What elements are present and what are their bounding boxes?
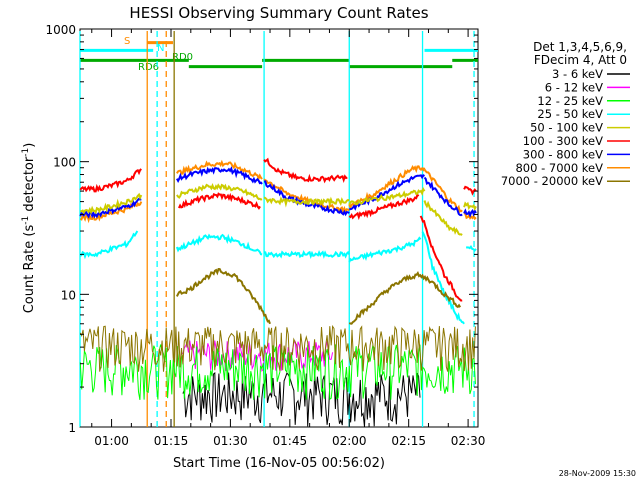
series-line-25-50keV — [348, 236, 422, 263]
legend-label: 25 - 50 keV — [537, 107, 603, 121]
series-line-100-300keV — [419, 215, 463, 302]
series-line-800-7000keV — [176, 159, 263, 182]
series-line-50-100keV — [423, 200, 463, 236]
x-tick-label: 01:30 — [213, 434, 248, 448]
series-line-7000-20000keV — [176, 267, 271, 325]
y-tick-label: 10 — [61, 288, 76, 302]
x-tick-label: 02:30 — [451, 434, 486, 448]
series-line-100-300keV — [79, 168, 142, 193]
series-line-25-50keV — [175, 233, 263, 256]
legend-label: 7000 - 20000 keV — [501, 174, 603, 188]
series-line-800-7000keV — [348, 164, 426, 210]
flag-label: N — [157, 43, 164, 54]
series-line-50-100keV — [348, 186, 426, 206]
series-line-50-100keV — [463, 201, 477, 211]
y-tick-label: 1000 — [45, 23, 76, 37]
series-line-100-300keV — [348, 193, 420, 221]
noise-layer — [79, 324, 476, 427]
y-axis-label-sup: -1 — [21, 148, 31, 157]
x-axis-label: Start Time (16-Nov-05 00:56:02) — [173, 456, 385, 471]
chart-title: HESSI Observing Summary Count Rates — [129, 4, 428, 22]
series-line-50-100keV — [80, 192, 143, 215]
series-line-300-800keV — [176, 166, 263, 185]
flag-label: RD6 — [138, 62, 159, 73]
series-line-25-50keV — [421, 231, 465, 325]
flag-layer: S N RD0 RD6 — [80, 36, 478, 73]
series-line-7000-20000keV — [348, 271, 462, 325]
series-line-50-100keV — [263, 196, 350, 208]
series-line-25-50keV — [466, 244, 477, 252]
y-tick-label: 1 — [68, 421, 76, 435]
legend-label: 3 - 6 keV — [552, 67, 603, 81]
tick-layer: 01:00 01:15 01:30 01:45 02:00 02:15 02:30 1 10 10… — [45, 23, 485, 448]
x-tick-label: 02:15 — [391, 434, 426, 448]
y-axis-label-sup: -1 — [21, 216, 31, 225]
y-axis-label-part: ) — [22, 143, 37, 148]
x-tick-label: 01:15 — [154, 434, 189, 448]
timestamp: 28-Nov-2009 15:30 — [559, 469, 636, 478]
flag-label: RD0 — [172, 52, 193, 63]
legend-label: 50 - 100 keV — [530, 121, 603, 135]
series-line-100-300keV — [177, 192, 261, 210]
y-tick-label: 100 — [53, 156, 76, 170]
series-line-800-7000keV — [263, 178, 350, 215]
y-axis-label-part: Count Rate (s — [22, 225, 37, 314]
noise-band-7000-20000keV — [79, 324, 476, 372]
legend-label: 6 - 12 keV — [545, 80, 603, 94]
noise-band-3-6keV — [182, 371, 421, 427]
y-axis-label-part: detector — [22, 156, 37, 216]
x-tick-label: 02:00 — [332, 434, 367, 448]
series-line-25-50keV — [264, 250, 351, 260]
x-tick-label: 01:45 — [273, 434, 308, 448]
legend-label: 800 - 7000 keV — [515, 161, 603, 175]
series-layer — [79, 157, 477, 325]
y-axis-label: Count Rate (s-1 detector-1) — [21, 143, 37, 314]
legend-label: 100 - 300 keV — [523, 134, 603, 148]
legend-header-line: FDecim 4, Att 0 — [534, 53, 627, 67]
series-line-300-800keV — [423, 176, 463, 217]
series-line-50-100keV — [176, 183, 263, 201]
legend-header-line: Det 1,3,4,5,6,9, — [533, 40, 627, 54]
series-line-25-50keV — [79, 230, 139, 260]
series-line-800-7000keV — [423, 168, 463, 214]
series-line-800-7000keV — [463, 212, 477, 221]
legend-label: 12 - 25 keV — [537, 94, 603, 108]
x-tick-label: 01:00 — [94, 434, 129, 448]
series-line-100-300keV — [263, 157, 348, 184]
legend: Det 1,3,4,5,6,9, FDecim 4, Att 0 3 - 6 k… — [501, 40, 630, 188]
series-line-300-800keV — [463, 208, 477, 218]
flag-label: S — [124, 36, 130, 47]
legend-label: 300 - 800 keV — [523, 147, 603, 161]
